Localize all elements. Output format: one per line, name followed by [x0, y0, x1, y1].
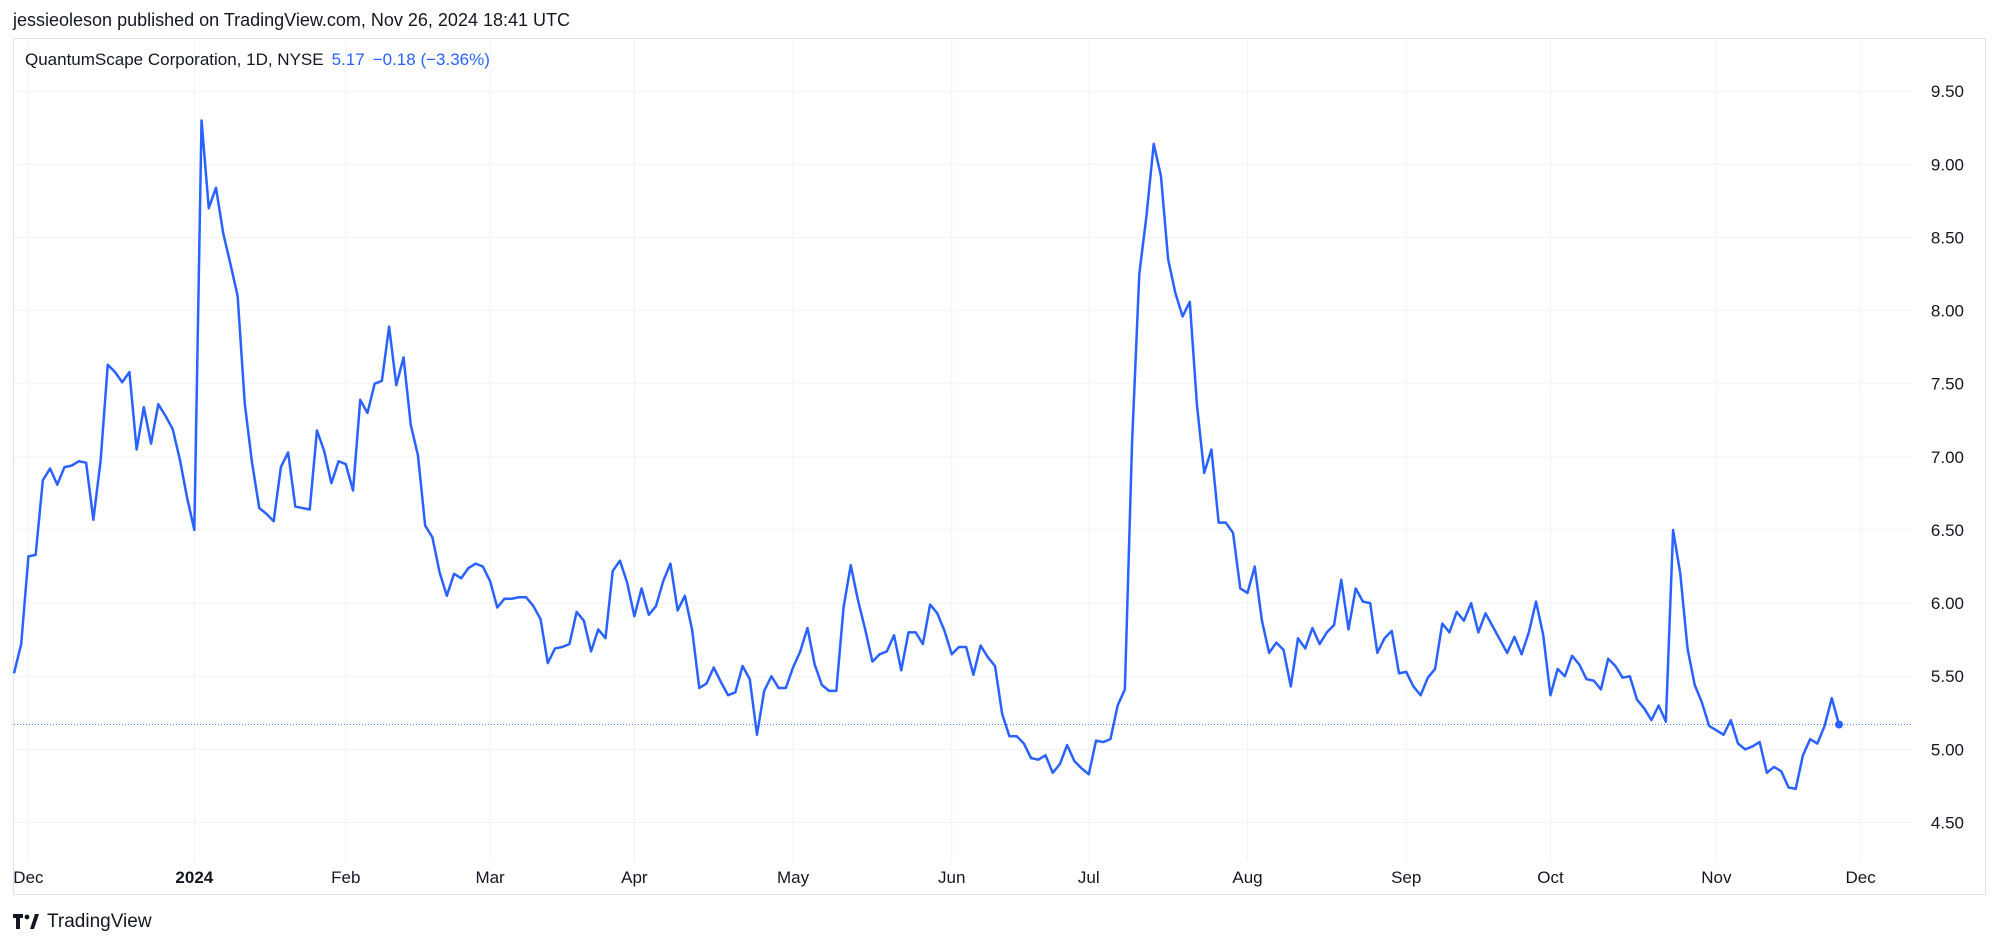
y-tick-label: 8.50 [1931, 228, 1964, 247]
y-tick-label: 6.00 [1931, 594, 1964, 613]
y-tick-label: 6.50 [1931, 521, 1964, 540]
price-line [12, 119, 1841, 791]
y-tick-label: 5.50 [1931, 667, 1964, 686]
chart-frame [13, 38, 1986, 895]
y-tick-label: 4.50 [1931, 814, 1964, 833]
x-tick-label: May [777, 868, 810, 887]
x-tick-label: Jul [1078, 868, 1100, 887]
publisher-caption: jessieoleson published on TradingView.co… [13, 10, 571, 30]
y-tick-label: 8.00 [1931, 302, 1964, 321]
y-tick-label: 7.00 [1931, 448, 1964, 467]
symbol-legend[interactable]: QuantumScape Corporation, 1D, NYSE 5.17 −0… [25, 50, 490, 70]
tradingview-logo-icon [13, 914, 39, 929]
x-tick-label: Mar [475, 868, 505, 887]
y-tick-label: 5.00 [1931, 740, 1964, 759]
x-tick-label: Dec [13, 868, 44, 887]
x-tick-label: Apr [621, 868, 648, 887]
x-tick-label: Feb [331, 868, 360, 887]
x-tick-label: Nov [1701, 868, 1732, 887]
tradingview-brand: TradingView [47, 911, 152, 932]
y-tick-label: 9.00 [1931, 155, 1964, 174]
y-tick-label: 9.50 [1931, 82, 1964, 101]
grid [14, 40, 1912, 862]
symbol-name: QuantumScape Corporation, 1D, NYSE [25, 50, 324, 69]
x-tick-label: Aug [1232, 868, 1262, 887]
y-tick-label: 7.50 [1931, 375, 1964, 394]
x-axis: Dec 2024 Feb Mar Apr May Jun Jul Aug Sep Oct Nov Dec [13, 868, 1876, 887]
x-tick-label: Dec [1846, 868, 1877, 887]
price-change: −0.18 (−3.36%) [372, 50, 490, 69]
x-tick-label: 2024 [175, 868, 213, 887]
last-price-dot [1835, 720, 1843, 729]
x-tick-label: Oct [1537, 868, 1564, 887]
y-axis: 4.50 5.00 5.50 6.00 6.50 7.00 7.50 8.00 8.50 9.00… [1931, 82, 1964, 832]
last-value: 5.17 [331, 50, 365, 69]
tradingview-branding[interactable]: TradingView [13, 911, 152, 933]
x-tick-label: Sep [1391, 868, 1421, 887]
x-tick-label: Jun [938, 868, 965, 887]
